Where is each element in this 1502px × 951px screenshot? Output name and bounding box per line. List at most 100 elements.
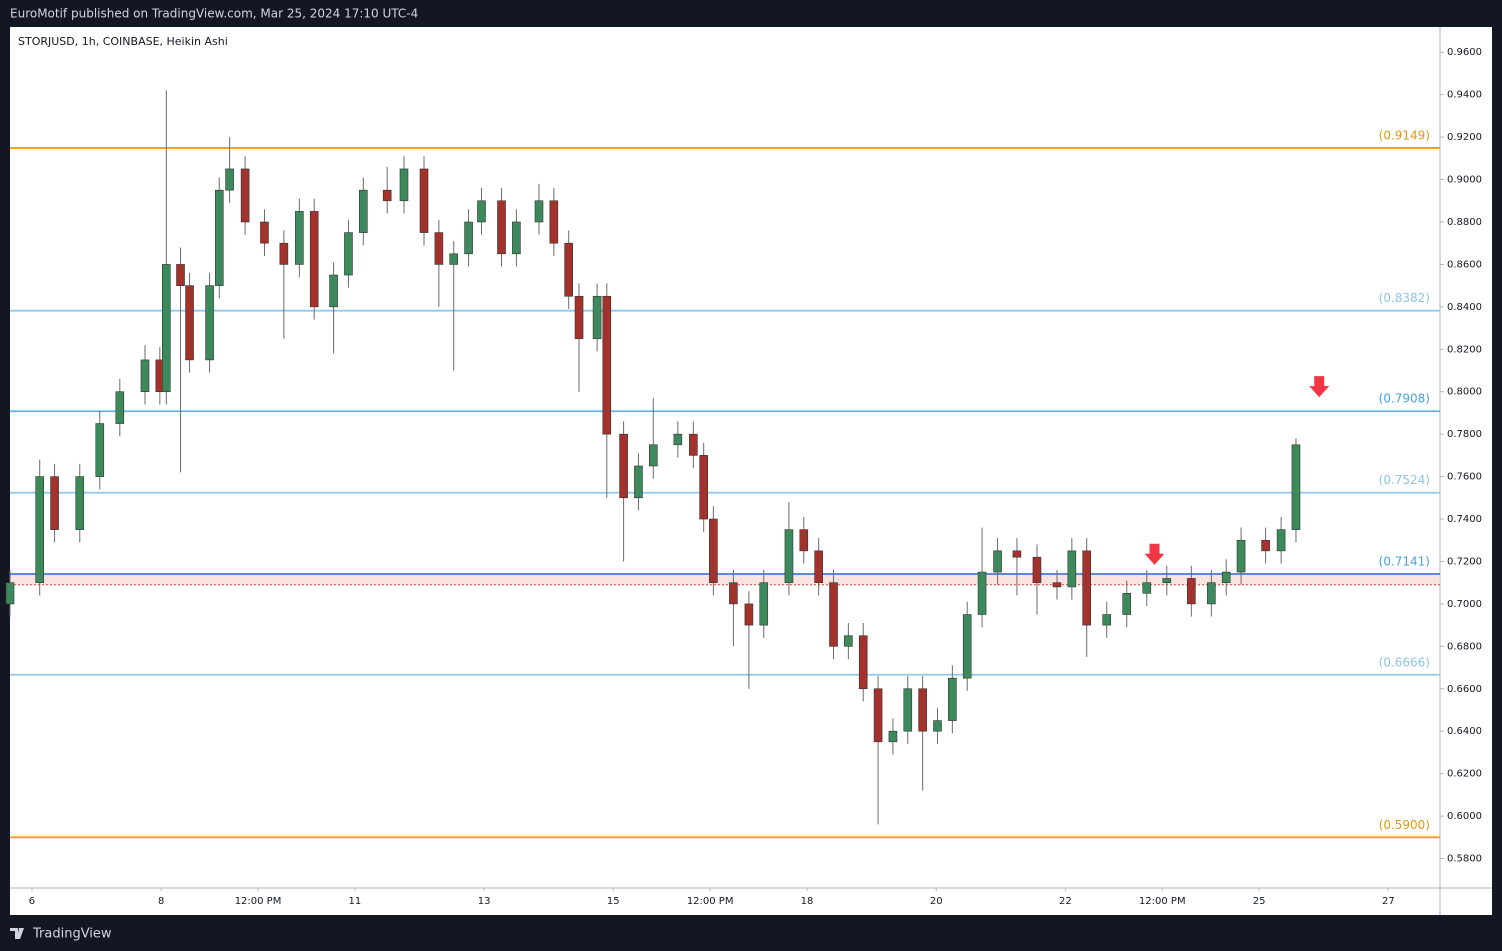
candle-body xyxy=(744,603,754,626)
publisher-header: EuroMotif published on TradingView.com, … xyxy=(10,7,418,21)
level-label: (0.5900) xyxy=(1379,818,1430,832)
candle-body xyxy=(185,285,194,361)
candle-body xyxy=(699,455,708,520)
y-tick-label: 0.8400 xyxy=(1447,302,1482,313)
candle-body xyxy=(918,688,927,732)
x-tick-label: 27 xyxy=(1382,896,1395,907)
candle-body xyxy=(1122,592,1132,615)
candle-body xyxy=(1012,550,1022,558)
y-tick-label: 0.8800 xyxy=(1447,217,1482,228)
candle-body xyxy=(784,529,794,583)
chart-panel xyxy=(10,27,1492,915)
x-tick-label: 12:00 PM xyxy=(235,896,282,907)
candle-body xyxy=(1067,550,1077,588)
x-tick-label: 6 xyxy=(29,896,35,907)
candle-body xyxy=(962,614,972,679)
candle-body xyxy=(649,444,658,467)
x-tick-label: 18 xyxy=(801,896,814,907)
y-tick-label: 0.8200 xyxy=(1447,344,1482,355)
candle-body xyxy=(844,635,853,647)
candle-body xyxy=(993,550,1002,573)
y-tick-label: 0.7800 xyxy=(1447,429,1482,440)
level-label: (0.6666) xyxy=(1379,655,1430,669)
x-tick-label: 12:00 PM xyxy=(687,896,734,907)
candle-body xyxy=(309,211,319,308)
candle-body xyxy=(477,200,486,223)
x-tick-label: 25 xyxy=(1253,896,1266,907)
candle-body xyxy=(225,168,234,191)
candle-body xyxy=(5,582,15,605)
y-tick-label: 0.8000 xyxy=(1447,387,1482,398)
candle-body xyxy=(1207,582,1216,605)
brand-logo xyxy=(10,928,24,939)
candle-body xyxy=(419,168,429,233)
brand-name: TradingView xyxy=(32,927,112,942)
candle-body xyxy=(829,582,838,647)
x-tick-label: 22 xyxy=(1059,896,1072,907)
candle-body xyxy=(814,550,823,583)
candle-body xyxy=(279,242,289,265)
candle-body xyxy=(534,200,544,223)
level-label: (0.7908) xyxy=(1379,392,1430,406)
candle-body xyxy=(260,221,269,244)
candle-body xyxy=(619,433,628,499)
candle-body xyxy=(214,189,224,286)
candle-body xyxy=(140,359,150,393)
x-tick-label: 11 xyxy=(349,896,362,907)
arrow-marker xyxy=(1309,376,1330,398)
candle-body xyxy=(434,232,444,265)
candle-body xyxy=(512,221,521,255)
candle-body xyxy=(1291,444,1301,530)
y-tick-label: 0.6400 xyxy=(1447,726,1482,737)
candle-body xyxy=(799,529,809,552)
level-label: (0.7141) xyxy=(1379,554,1430,568)
candle-body xyxy=(709,518,718,583)
x-tick-label: 12:00 PM xyxy=(1139,896,1186,907)
candle-body xyxy=(1052,582,1062,588)
candle-body xyxy=(933,720,942,732)
candle-body xyxy=(602,295,612,435)
candle-body xyxy=(977,571,987,615)
candle-body xyxy=(1261,539,1270,552)
candle-body xyxy=(240,168,250,223)
candle-body xyxy=(1187,578,1196,605)
candle-body xyxy=(1221,571,1231,583)
candle-body xyxy=(399,168,409,202)
candle-body xyxy=(1142,582,1152,594)
candle-body xyxy=(873,688,883,743)
candle-body xyxy=(50,476,59,530)
candle-body xyxy=(673,433,683,446)
candle-body xyxy=(497,200,506,255)
y-tick-label: 0.9400 xyxy=(1447,90,1482,101)
candle-body xyxy=(176,264,185,286)
y-tick-label: 0.9200 xyxy=(1447,132,1482,143)
candle-body xyxy=(759,582,769,626)
candle-body xyxy=(162,264,171,393)
x-tick-label: 15 xyxy=(607,896,620,907)
candle-body xyxy=(1102,614,1112,626)
y-tick-label: 0.6800 xyxy=(1447,641,1482,652)
y-tick-label: 0.7000 xyxy=(1447,599,1482,610)
y-tick-label: 0.9600 xyxy=(1447,47,1482,58)
x-tick-label: 8 xyxy=(158,896,164,907)
candle-body xyxy=(858,635,868,690)
y-tick-label: 0.6200 xyxy=(1447,769,1482,780)
candle-body xyxy=(35,476,45,583)
candle-body xyxy=(903,688,913,732)
y-tick-label: 0.7400 xyxy=(1447,514,1482,525)
candle-body xyxy=(329,274,338,308)
candle-body xyxy=(449,253,459,265)
level-label: (0.7524) xyxy=(1379,473,1430,487)
candle-body xyxy=(295,211,304,265)
candle-body xyxy=(1162,578,1172,583)
zone xyxy=(10,573,1440,585)
level-label: (0.9149) xyxy=(1379,128,1430,142)
arrow-marker xyxy=(1144,543,1165,565)
candle-body xyxy=(564,242,573,297)
level-label: (0.8382) xyxy=(1379,291,1430,305)
candle-body xyxy=(1082,550,1091,626)
candle-body xyxy=(1236,539,1246,573)
y-tick-label: 0.6600 xyxy=(1447,684,1482,695)
candle-body xyxy=(75,476,85,530)
